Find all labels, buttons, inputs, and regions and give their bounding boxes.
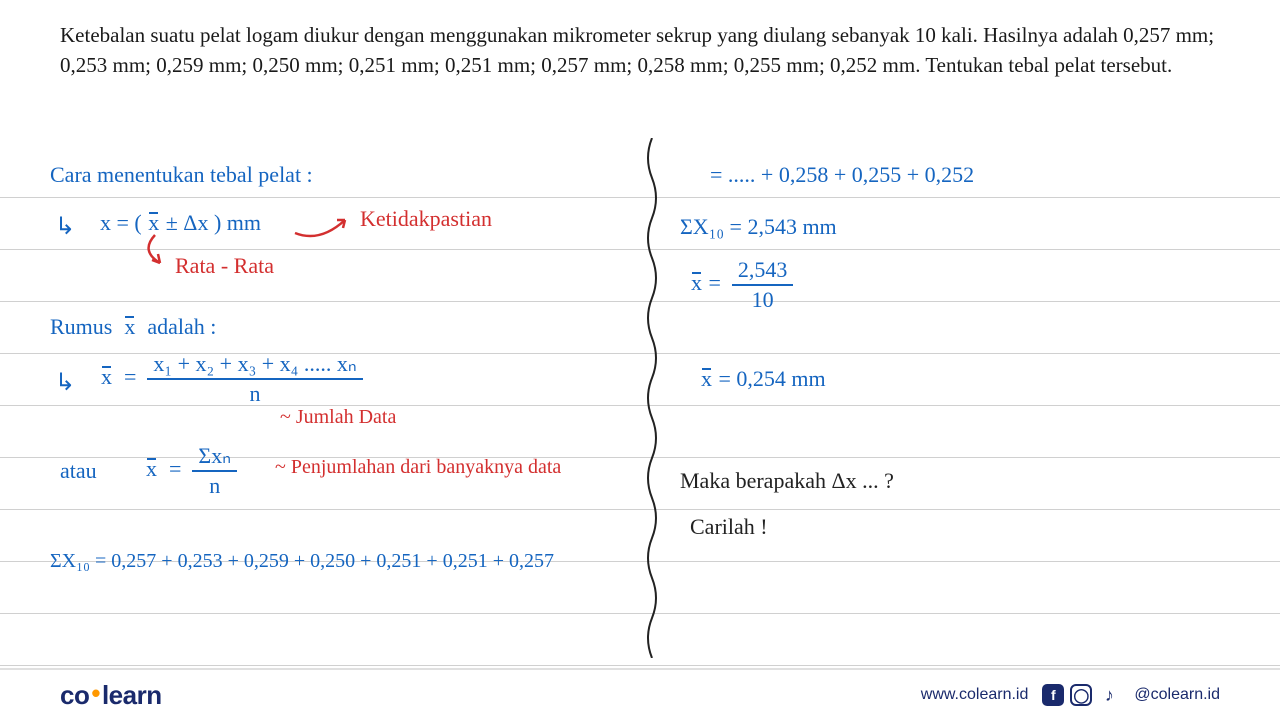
footer-handle: @colearn.id bbox=[1134, 686, 1220, 704]
atau-label: atau bbox=[60, 458, 97, 484]
maka-question: Maka berapakah Δx ... ? bbox=[680, 468, 894, 494]
social-icons: f ◯ ♪ bbox=[1042, 684, 1120, 706]
instagram-icon: ◯ bbox=[1070, 684, 1092, 706]
annot-ketidakpastian: Ketidakpastian bbox=[360, 206, 492, 232]
footer-right: www.colearn.id f ◯ ♪ @colearn.id bbox=[921, 684, 1220, 706]
logo-left: co bbox=[60, 680, 89, 710]
sum-continuation: = ..... + 0,258 + 0,255 + 0,252 bbox=[710, 162, 974, 188]
annot-jumlah-data: ~ Jumlah Data bbox=[280, 406, 396, 429]
sigma-num: Σxₙ bbox=[192, 444, 237, 472]
problem-statement: Ketebalan suatu pelat logam diukur denga… bbox=[0, 0, 1280, 91]
annot-ratarata: Rata - Rata bbox=[175, 253, 274, 279]
xbar-formula-num: x₁ + x₂ + x₃ + x₄ ..... xₙ bbox=[147, 352, 362, 380]
annot-penjumlahan: ~ Penjumlahan dari banyaknya data bbox=[275, 456, 561, 479]
xbar-formula: x = x₁ + x₂ + x₃ + x₄ ..... xₙ n bbox=[100, 352, 363, 406]
logo-right: learn bbox=[102, 680, 162, 710]
hook-arrow-1: ↳ bbox=[55, 210, 75, 239]
arrow-ketidakpastian bbox=[290, 208, 370, 248]
facebook-icon: f bbox=[1042, 684, 1064, 706]
heading-cara: Cara menentukan tebal pelat : bbox=[50, 162, 313, 188]
hook-arrow-2: ↳ bbox=[55, 366, 75, 395]
tiktok-icon: ♪ bbox=[1098, 684, 1120, 706]
xbar-calc-num: 2,543 bbox=[732, 258, 794, 286]
xbar-formula-den: n bbox=[250, 380, 261, 406]
logo-dot: • bbox=[91, 678, 100, 708]
xbar-result: x = 0,254 mm bbox=[700, 366, 826, 392]
rumus-label: Rumus x adalah : bbox=[50, 314, 216, 340]
xbar-calc: x = 2,543 10 bbox=[690, 258, 793, 312]
footer-url: www.colearn.id bbox=[921, 686, 1029, 704]
sigma-formula: x = Σxₙ n bbox=[145, 444, 237, 498]
carilah: Carilah ! bbox=[690, 514, 768, 540]
logo: co•learn bbox=[60, 680, 162, 711]
sum-line: ΣX₁₀ = 0,257 + 0,253 + 0,259 + 0,250 + 0… bbox=[50, 550, 554, 573]
problem-text: Ketebalan suatu pelat logam diukur denga… bbox=[60, 23, 1214, 77]
notebook-area: Cara menentukan tebal pelat : ↳ x = ( x … bbox=[0, 138, 1280, 668]
xbar-calc-den: 10 bbox=[752, 286, 774, 312]
sum-result: ΣX₁₀ = 2,543 mm bbox=[680, 214, 837, 240]
footer: co•learn www.colearn.id f ◯ ♪ @colearn.i… bbox=[0, 668, 1280, 720]
sigma-den: n bbox=[209, 472, 220, 498]
